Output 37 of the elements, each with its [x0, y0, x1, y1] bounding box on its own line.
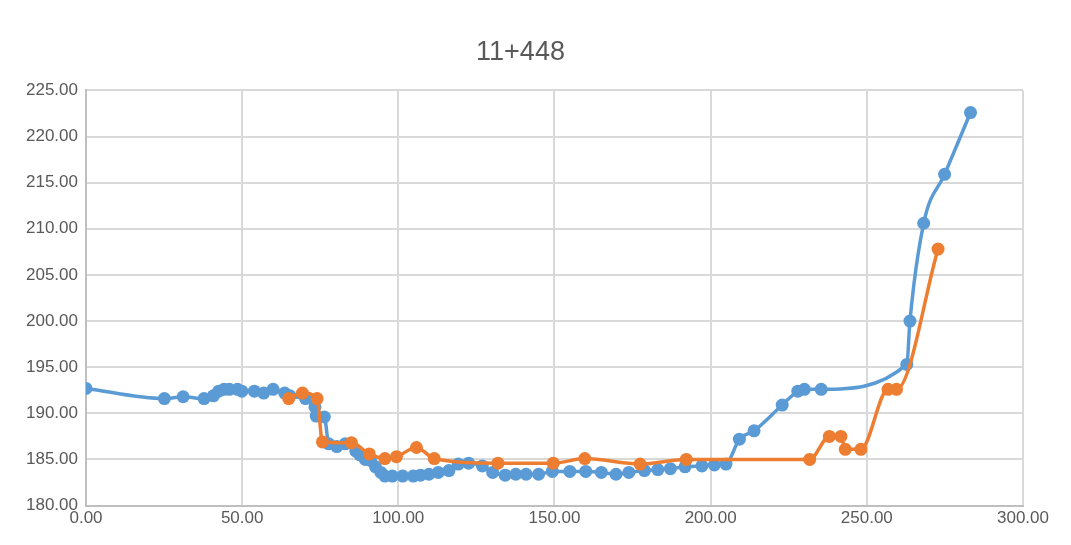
x-tick-label: 150.00: [528, 508, 581, 528]
y-tick-label: 220.00: [26, 126, 78, 146]
y-tick-label: 210.00: [26, 218, 78, 238]
y-tick-label: 205.00: [26, 264, 78, 284]
y-tick-label: 215.00: [26, 172, 78, 192]
point: [389, 450, 403, 464]
point: [834, 429, 848, 443]
point: [344, 436, 358, 450]
point: [890, 382, 903, 396]
point: [315, 435, 329, 449]
y-tick-label: 185.00: [26, 449, 78, 469]
point: [803, 452, 817, 466]
point: [854, 442, 868, 456]
point: [295, 386, 309, 400]
point: [378, 452, 392, 466]
point: [679, 452, 693, 466]
x-tick-label: 200.00: [684, 508, 737, 528]
point: [427, 452, 441, 466]
y-tick-label: 195.00: [26, 356, 78, 376]
point: [362, 447, 376, 461]
x-tick-label: 300.00: [997, 508, 1049, 528]
y-tick-label: 200.00: [26, 310, 78, 330]
y-tick-label: 225.00: [26, 80, 78, 100]
point: [838, 442, 852, 456]
point: [578, 452, 592, 466]
x-tick-label: 100.00: [372, 508, 425, 528]
point: [822, 429, 836, 443]
x-tick-label: 250.00: [840, 508, 893, 528]
y-tick-label: 190.00: [26, 403, 78, 423]
point: [546, 456, 560, 470]
x-tick-label: 50.00: [220, 508, 264, 528]
point: [491, 456, 505, 470]
point: [931, 242, 945, 256]
chart-title: 11+448: [476, 35, 565, 66]
point: [633, 457, 647, 471]
point: [409, 440, 423, 454]
point: [310, 392, 324, 406]
